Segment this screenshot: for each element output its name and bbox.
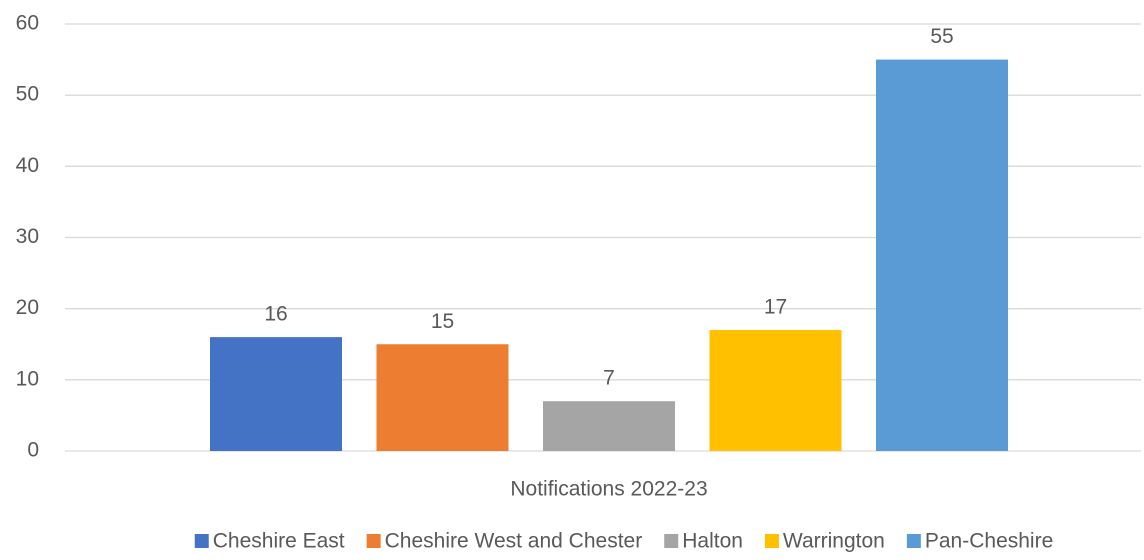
y-tick-label: 0 — [27, 439, 39, 462]
legend-label: Pan-Cheshire — [925, 530, 1053, 553]
bar — [709, 330, 842, 451]
legend-label: Halton — [682, 530, 743, 553]
data-label: 16 — [264, 303, 287, 326]
legend-swatch — [366, 534, 381, 548]
legend-swatch — [194, 534, 209, 548]
bar — [876, 59, 1008, 451]
y-tick-label: 40 — [16, 154, 39, 177]
data-label: 7 — [603, 367, 615, 390]
data-label: 15 — [431, 310, 454, 333]
y-tick-label: 60 — [16, 12, 39, 35]
bar — [376, 344, 509, 451]
data-label: 17 — [764, 296, 787, 319]
y-tick-label: 30 — [16, 225, 39, 248]
legend-swatch — [664, 534, 679, 548]
legend-swatch — [764, 534, 779, 548]
bar — [543, 401, 675, 451]
y-tick-label: 10 — [16, 367, 39, 390]
legend-swatch — [906, 534, 921, 548]
legend-label: Cheshire West and Chester — [385, 530, 643, 553]
legend-label: Cheshire East — [213, 530, 345, 553]
legend-label: Warrington — [783, 530, 885, 553]
data-label: 55 — [930, 25, 953, 48]
y-tick-label: 50 — [16, 83, 39, 106]
y-tick-label: 20 — [16, 296, 39, 319]
bar — [210, 337, 342, 451]
x-tick-label: Notifications 2022-23 — [510, 478, 707, 501]
